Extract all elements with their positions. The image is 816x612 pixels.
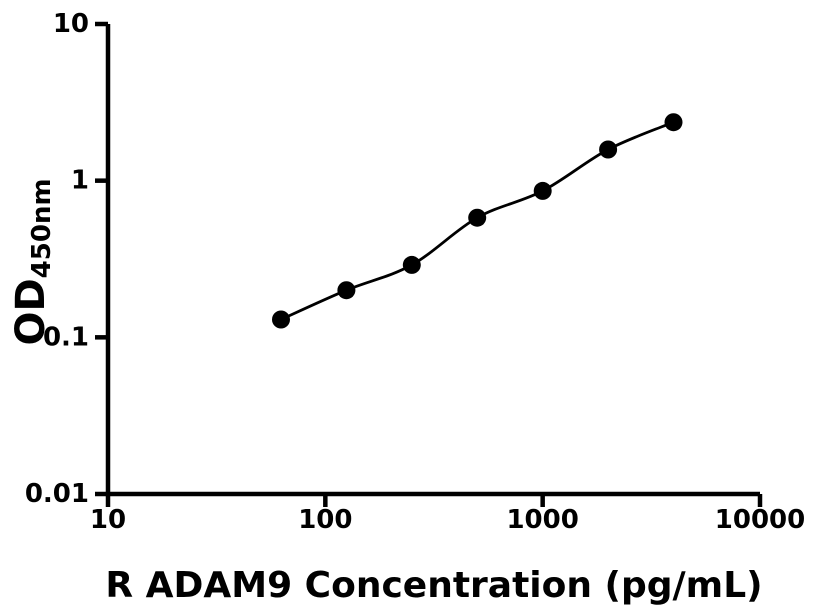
data-point bbox=[468, 208, 487, 227]
y-tick-label: 0.1 bbox=[43, 322, 89, 352]
data-point bbox=[272, 310, 290, 329]
x-tick-label: 10000 bbox=[715, 505, 805, 535]
data-point bbox=[402, 255, 421, 274]
x-tick-label: 100 bbox=[298, 505, 352, 535]
data-point bbox=[599, 140, 618, 159]
y-tick-label: 10 bbox=[53, 9, 89, 39]
y-tick-label: 1 bbox=[71, 166, 89, 196]
y-axis-title-subscript: 450nm bbox=[27, 178, 57, 278]
x-tick-label: 10 bbox=[90, 505, 126, 535]
x-axis-title: R ADAM9 Concentration (pg/mL) bbox=[105, 565, 762, 606]
data-point bbox=[533, 181, 552, 200]
x-tick-label: 1000 bbox=[506, 505, 578, 535]
data-point bbox=[337, 281, 356, 300]
y-axis-title: OD450nm bbox=[8, 178, 57, 345]
y-axis-title-main: OD bbox=[8, 278, 54, 345]
plot-area: 10 100 1000 10000 0.01 0.1 1 10 bbox=[25, 9, 805, 535]
data-point bbox=[664, 113, 683, 132]
y-tick-label: 0.01 bbox=[25, 479, 89, 509]
axis-frame bbox=[105, 24, 760, 497]
